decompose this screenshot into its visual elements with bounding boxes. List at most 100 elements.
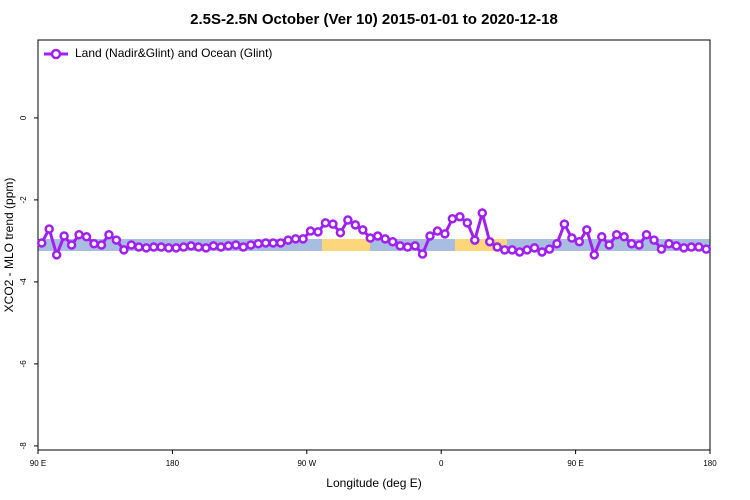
data-point xyxy=(522,245,532,255)
data-point xyxy=(365,233,376,243)
x-tick-label: 180 xyxy=(703,459,717,468)
data-point xyxy=(66,240,77,250)
data-point xyxy=(231,240,241,250)
data-point xyxy=(514,247,525,257)
data-point xyxy=(470,235,480,245)
data-point xyxy=(104,230,114,240)
data-point xyxy=(604,240,614,250)
data-point xyxy=(358,225,368,235)
data-point xyxy=(260,238,271,248)
data-point xyxy=(223,241,234,251)
data-point xyxy=(134,242,144,252)
data-point xyxy=(208,241,219,251)
data-point xyxy=(238,242,249,252)
data-point xyxy=(298,234,308,244)
data-point xyxy=(148,242,159,252)
data-point xyxy=(253,239,264,249)
data-point xyxy=(36,238,47,248)
data-point xyxy=(634,240,644,250)
data-point xyxy=(664,239,674,249)
data-point xyxy=(492,242,502,252)
data-point xyxy=(425,231,435,241)
data-point xyxy=(201,243,211,253)
data-point xyxy=(402,242,413,252)
data-point xyxy=(163,243,174,253)
x-tick-label: 90 E xyxy=(30,459,46,468)
data-point xyxy=(679,243,689,253)
data-point xyxy=(96,240,107,250)
data-point xyxy=(477,208,488,218)
x-tick-label: 0 xyxy=(439,459,444,468)
data-point xyxy=(305,226,316,236)
data-point xyxy=(74,230,84,240)
data-point xyxy=(328,219,338,229)
data-point xyxy=(701,244,712,254)
data-point xyxy=(626,239,637,249)
data-point xyxy=(178,242,189,252)
y-axis-label: XCO2 - MLO trend (ppm) xyxy=(2,178,16,313)
data-point xyxy=(350,220,361,230)
data-point xyxy=(313,227,323,237)
data-point xyxy=(432,226,443,236)
data-point xyxy=(320,218,331,228)
data-point xyxy=(462,218,473,228)
legend-label: Land (Nadir&Glint) and Ocean (Glint) xyxy=(75,46,272,60)
data-point xyxy=(671,241,682,251)
y-tick-label: -4 xyxy=(19,278,28,286)
data-point xyxy=(611,230,622,240)
data-point xyxy=(156,242,166,252)
data-point xyxy=(216,242,226,252)
data-point xyxy=(537,247,547,257)
data-point xyxy=(559,219,570,229)
data-point xyxy=(283,235,293,245)
y-tick-label: 0 xyxy=(19,115,28,120)
data-point xyxy=(387,236,398,247)
data-point xyxy=(59,231,69,241)
data-point xyxy=(686,242,697,252)
x-axis-label: Longitude (deg E) xyxy=(326,476,421,490)
data-point xyxy=(372,231,383,241)
data-point xyxy=(567,233,577,243)
chart-title: 2.5S-2.5N October (Ver 10) 2015-01-01 to… xyxy=(190,11,558,28)
data-point xyxy=(417,249,428,259)
data-point xyxy=(589,250,600,260)
data-point xyxy=(544,244,555,254)
data-point xyxy=(343,215,353,225)
data-point xyxy=(529,243,540,253)
legend-marker xyxy=(50,48,62,60)
x-tick-label: 180 xyxy=(166,459,180,468)
data-point xyxy=(275,238,286,248)
data-point xyxy=(455,211,465,222)
data-point xyxy=(507,245,517,255)
data-point xyxy=(641,230,652,240)
data-point xyxy=(81,232,92,242)
data-point xyxy=(582,225,592,235)
data-point xyxy=(440,229,450,239)
data-point xyxy=(141,243,152,253)
y-tick-label: -8 xyxy=(19,442,28,450)
data-point xyxy=(596,232,607,242)
x-tick-label: 90 W xyxy=(297,459,316,468)
data-point xyxy=(126,240,137,250)
data-point xyxy=(44,224,54,234)
data-point xyxy=(290,234,301,244)
y-tick-label: -6 xyxy=(19,360,28,368)
data-point xyxy=(119,245,129,255)
data-point xyxy=(51,250,62,260)
data-point xyxy=(335,227,346,238)
land-band xyxy=(322,239,370,251)
y-tick-label: -2 xyxy=(19,196,28,204)
data-point xyxy=(499,245,510,255)
data-point xyxy=(193,242,204,252)
x-tick-label: 90 E xyxy=(567,459,583,468)
data-point xyxy=(656,244,667,254)
data-point xyxy=(380,234,390,244)
data-point xyxy=(89,239,99,249)
data-point xyxy=(410,241,420,251)
data-point xyxy=(552,239,562,249)
data-point xyxy=(246,240,256,250)
data-point xyxy=(171,243,181,253)
data-point xyxy=(649,235,659,245)
